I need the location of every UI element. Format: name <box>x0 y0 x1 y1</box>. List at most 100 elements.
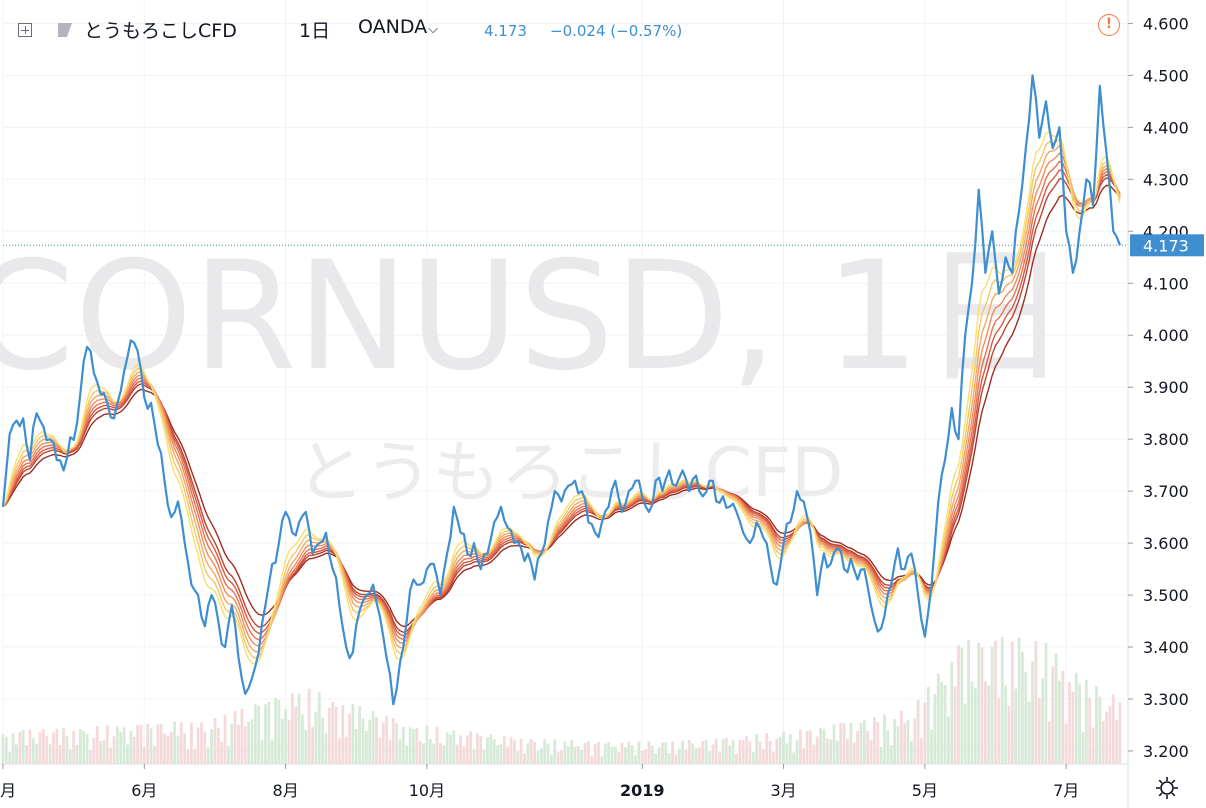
volume-bar <box>442 745 446 764</box>
volume-bar <box>486 737 489 764</box>
y-tick-label: 3.600 <box>1143 534 1189 553</box>
volume-bar <box>990 646 994 764</box>
volume-bar <box>916 699 920 764</box>
volume-bar <box>1 734 5 764</box>
volume-bar <box>1095 686 1098 764</box>
volume-bar <box>889 745 893 764</box>
volume-bar <box>381 722 385 764</box>
volume-bar <box>401 726 405 764</box>
volume-bar <box>354 728 358 764</box>
volume-bar <box>48 744 52 764</box>
volume-bar <box>664 742 668 764</box>
y-tick-label: 3.800 <box>1143 430 1189 449</box>
current-price: 4.173 <box>484 22 527 40</box>
volume-bar <box>960 647 964 764</box>
volume-bar <box>314 712 318 764</box>
volume-bar <box>257 705 261 764</box>
volume-bar <box>11 733 15 764</box>
symbol-title[interactable]: とうもろこしCFD <box>84 20 237 42</box>
volume-bar <box>129 730 133 764</box>
volume-bar <box>657 747 661 764</box>
volume-bar <box>634 755 637 764</box>
volume-bar <box>819 727 822 764</box>
volume-bar <box>822 728 826 764</box>
volume-bar <box>886 730 890 764</box>
volume-bar <box>146 723 150 764</box>
volume-bar <box>607 742 610 764</box>
volume-bar <box>913 718 917 764</box>
volume-bar <box>324 733 328 764</box>
last-price-label: 4.173 <box>1143 236 1189 255</box>
volume-bar <box>1118 702 1122 764</box>
volume-bar <box>1091 727 1095 764</box>
volume-bar <box>698 747 701 764</box>
alert-icon[interactable]: ! <box>1098 14 1120 36</box>
expand-icon[interactable] <box>18 23 32 37</box>
volume-bar <box>92 738 96 764</box>
volume-bar <box>738 739 742 764</box>
volume-bar <box>385 715 388 764</box>
volume-bar <box>798 729 802 764</box>
volume-bar <box>1031 661 1034 764</box>
y-tick-label: 4.100 <box>1143 274 1189 293</box>
volume-bar <box>1078 684 1082 764</box>
volume-bar <box>364 730 368 764</box>
volume-bar <box>866 730 870 764</box>
volume-bar <box>190 722 193 764</box>
y-tick-label: 3.400 <box>1143 638 1189 657</box>
volume-bar <box>465 735 469 764</box>
volume-bar <box>253 704 257 764</box>
volume-bar <box>815 736 819 764</box>
x-tick-label: 6月 <box>131 781 157 800</box>
volume-bar <box>539 748 543 764</box>
volume-bar <box>321 717 325 764</box>
volume-bar <box>640 750 644 764</box>
volume-bar <box>859 722 863 764</box>
volume-bar <box>973 687 977 764</box>
chevron-down-icon[interactable]: ⌵ <box>428 22 438 37</box>
volume-bar <box>391 718 395 764</box>
volume-bar <box>15 744 18 764</box>
volume-bar <box>980 647 984 764</box>
interval-label[interactable]: 1日 <box>299 20 331 42</box>
volume-bar <box>809 730 812 764</box>
volume-bar <box>553 739 557 764</box>
broker-label[interactable]: OANDA⌵ <box>358 16 438 38</box>
volume-bar <box>304 730 308 764</box>
volume-bar <box>109 747 113 764</box>
volume-bar <box>731 740 735 764</box>
volume-bar <box>1014 688 1018 764</box>
volume-bar <box>1105 711 1108 764</box>
volume-bar <box>761 749 765 764</box>
volume-bar <box>1111 694 1115 764</box>
volume-bar <box>556 751 560 764</box>
volume-bar <box>186 748 190 764</box>
settings-icon[interactable] <box>1155 776 1179 800</box>
y-tick-label: 3.300 <box>1143 690 1189 709</box>
volume-bar <box>1034 640 1038 764</box>
volume-bar <box>620 742 624 764</box>
volume-bar <box>482 749 486 764</box>
volume-bar <box>358 706 362 764</box>
volume-bar <box>883 714 886 764</box>
volume-bar <box>593 743 597 764</box>
volume-bar <box>475 733 479 764</box>
volume-bar <box>240 708 244 764</box>
volume-bar <box>523 753 526 764</box>
volume-bar <box>933 694 937 764</box>
broker-name: OANDA <box>358 16 428 38</box>
volume-bar <box>560 749 563 764</box>
volume-bar <box>1021 651 1024 764</box>
volume-bar <box>654 753 658 764</box>
y-tick-label: 4.000 <box>1143 326 1189 345</box>
volume-bar <box>1088 697 1092 764</box>
volume-bar <box>1024 672 1028 764</box>
volume-bar <box>772 752 775 764</box>
volume-bar <box>206 747 210 764</box>
volume-bar <box>1061 670 1065 764</box>
volume-bar <box>371 710 375 764</box>
volume-bar <box>375 717 378 764</box>
flag-icon[interactable] <box>58 23 72 37</box>
volume-bar <box>610 746 614 764</box>
